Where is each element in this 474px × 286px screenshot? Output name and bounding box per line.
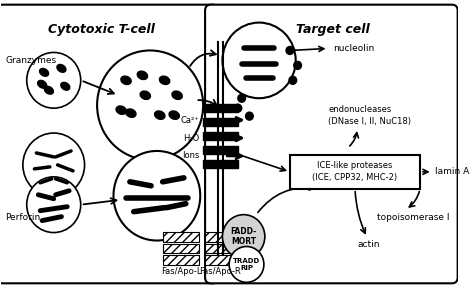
Ellipse shape [116, 106, 127, 114]
Ellipse shape [61, 82, 70, 90]
Circle shape [238, 94, 246, 102]
Circle shape [27, 177, 81, 233]
Circle shape [27, 52, 81, 108]
Bar [203, 118, 238, 126]
Text: Perforin: Perforin [6, 213, 41, 222]
Text: Cytotoxic T-cell: Cytotoxic T-cell [48, 23, 155, 35]
Ellipse shape [45, 86, 54, 94]
Circle shape [289, 76, 297, 84]
Text: Fas/Apo-R: Fas/Apo-R [200, 267, 241, 276]
Text: H₂O: H₂O [183, 134, 199, 142]
Bar [163, 255, 199, 265]
Text: TRADD
RIP: TRADD RIP [233, 258, 260, 271]
Text: Granzymes: Granzymes [6, 56, 56, 65]
Bar [203, 160, 238, 168]
Ellipse shape [140, 91, 150, 100]
Ellipse shape [159, 76, 170, 84]
Text: nucleolin: nucleolin [333, 44, 374, 53]
Ellipse shape [126, 109, 136, 117]
Circle shape [23, 133, 84, 197]
Circle shape [229, 247, 264, 282]
Ellipse shape [169, 111, 179, 119]
Circle shape [113, 151, 200, 241]
Circle shape [97, 50, 203, 160]
Bar [290, 155, 420, 189]
Circle shape [234, 104, 242, 112]
Ellipse shape [172, 91, 182, 100]
Ellipse shape [37, 80, 46, 88]
Text: Target cell: Target cell [296, 23, 370, 35]
Ellipse shape [57, 64, 66, 72]
Circle shape [286, 46, 294, 54]
Bar [203, 146, 238, 154]
FancyBboxPatch shape [0, 5, 219, 283]
Text: endonucleases
(DNase I, II, NuC18): endonucleases (DNase I, II, NuC18) [328, 105, 411, 126]
Ellipse shape [39, 68, 48, 76]
Text: ICE-like proteases
(ICE, CPP32, MHC-2): ICE-like proteases (ICE, CPP32, MHC-2) [312, 162, 398, 182]
Bar [205, 243, 242, 253]
Circle shape [294, 61, 301, 69]
Ellipse shape [121, 76, 131, 84]
Text: actin: actin [357, 240, 380, 249]
Text: topoisomerase I: topoisomerase I [377, 213, 449, 222]
Circle shape [222, 215, 265, 259]
Text: Fas/Apo-L: Fas/Apo-L [161, 267, 201, 276]
Text: Ions: Ions [182, 151, 199, 160]
Text: lamin A: lamin A [435, 167, 469, 176]
Bar [163, 232, 199, 241]
FancyBboxPatch shape [205, 5, 458, 283]
Circle shape [222, 23, 296, 98]
Text: FADD-
MORT: FADD- MORT [230, 227, 257, 246]
Bar [205, 255, 242, 265]
Ellipse shape [137, 71, 147, 80]
Bar [203, 104, 238, 112]
Bar [205, 232, 242, 241]
Circle shape [246, 112, 253, 120]
Bar [203, 132, 238, 140]
Ellipse shape [155, 111, 165, 119]
Text: Ca²⁺: Ca²⁺ [181, 116, 199, 125]
Bar [163, 243, 199, 253]
